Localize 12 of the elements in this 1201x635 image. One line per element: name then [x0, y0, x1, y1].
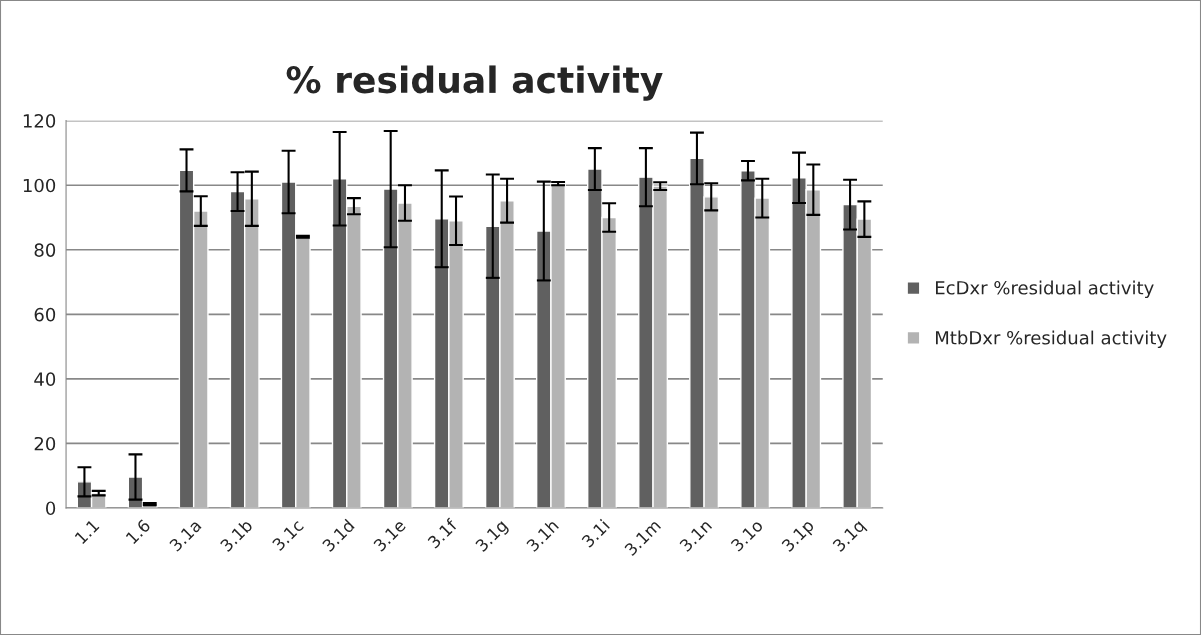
- legend-label: MtbDxr %residual activity: [936, 330, 1167, 349]
- y-tick-label: 100: [23, 178, 56, 193]
- legend-label: EcDxr %residual activity: [936, 280, 1154, 299]
- chart-title: % residual activity: [286, 65, 663, 101]
- y-tick-label: 20: [34, 436, 56, 451]
- x-tick-label: 1.6: [125, 518, 151, 545]
- y-tick-label: 120: [23, 114, 56, 128]
- y-tick-label: 40: [34, 372, 56, 386]
- y-tick-label: 0: [46, 501, 56, 516]
- y-tick-label: 80: [34, 243, 56, 257]
- y-tick-label: 60: [34, 307, 56, 322]
- x-tick-label: 1.1: [74, 519, 100, 545]
